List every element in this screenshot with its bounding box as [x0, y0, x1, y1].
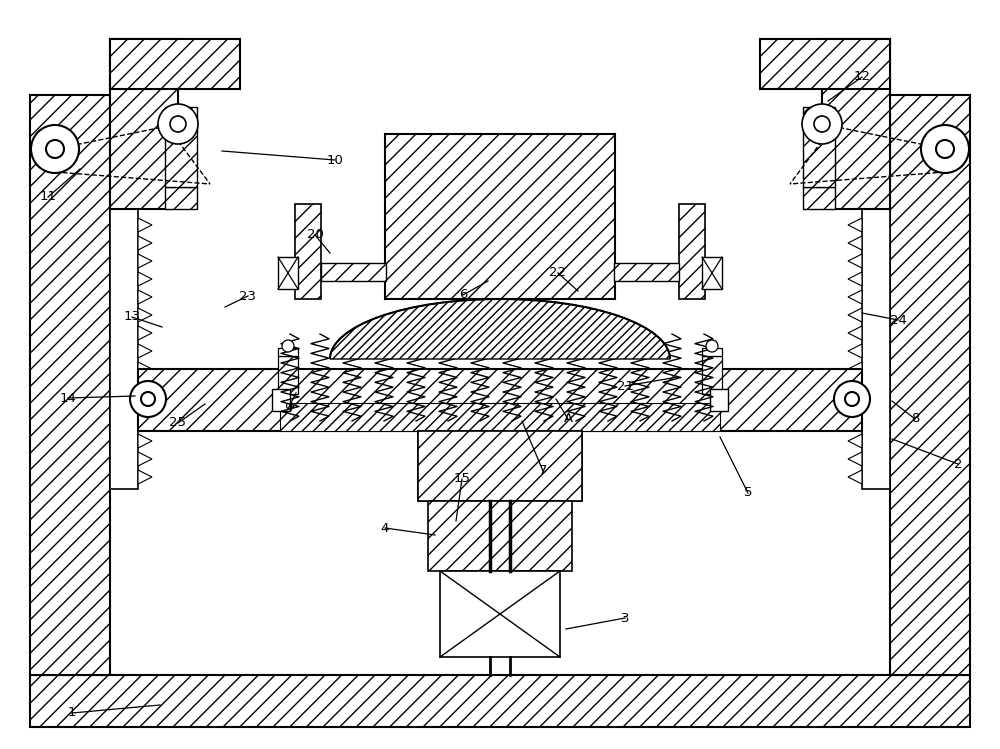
Polygon shape: [138, 452, 152, 466]
Circle shape: [802, 104, 842, 144]
Polygon shape: [848, 218, 862, 232]
Text: 5: 5: [744, 487, 752, 500]
Bar: [30, 95, 110, 675]
Polygon shape: [848, 362, 862, 376]
Text: 4: 4: [381, 521, 389, 535]
Bar: [710, 389, 728, 411]
Text: 23: 23: [240, 290, 256, 303]
Polygon shape: [848, 326, 862, 340]
Text: 22: 22: [550, 267, 566, 279]
Text: 3: 3: [621, 611, 629, 625]
Circle shape: [814, 116, 830, 132]
Bar: [165, 107, 197, 187]
Polygon shape: [848, 344, 862, 358]
Bar: [862, 199, 890, 489]
Polygon shape: [138, 416, 152, 430]
Polygon shape: [138, 362, 152, 376]
Circle shape: [46, 140, 64, 158]
Text: 25: 25: [170, 416, 186, 429]
Bar: [30, 675, 970, 727]
Text: 10: 10: [327, 154, 343, 166]
Circle shape: [936, 140, 954, 158]
Polygon shape: [138, 254, 152, 268]
Bar: [803, 107, 835, 187]
Polygon shape: [848, 236, 862, 250]
Bar: [440, 571, 560, 657]
Bar: [760, 39, 890, 89]
Bar: [165, 187, 197, 209]
Circle shape: [31, 125, 79, 173]
Bar: [890, 95, 970, 675]
Circle shape: [845, 392, 859, 406]
Circle shape: [158, 104, 198, 144]
Polygon shape: [848, 398, 862, 412]
Bar: [110, 199, 138, 489]
Text: 1: 1: [68, 706, 76, 720]
Bar: [295, 204, 321, 299]
Bar: [679, 204, 705, 299]
Bar: [110, 39, 178, 209]
Polygon shape: [138, 380, 152, 394]
Bar: [278, 257, 298, 289]
Text: 12: 12: [854, 70, 870, 83]
Text: 7: 7: [539, 464, 547, 478]
Bar: [278, 348, 298, 356]
Polygon shape: [848, 290, 862, 304]
Bar: [138, 369, 862, 431]
Circle shape: [130, 381, 166, 417]
Circle shape: [141, 392, 155, 406]
Polygon shape: [848, 416, 862, 430]
Bar: [822, 39, 890, 209]
Circle shape: [921, 125, 969, 173]
Text: 9: 9: [284, 402, 292, 416]
Text: 6: 6: [459, 288, 467, 302]
Circle shape: [170, 116, 186, 132]
Bar: [702, 356, 722, 394]
Circle shape: [282, 340, 294, 352]
Bar: [385, 134, 615, 299]
Text: 8: 8: [911, 413, 919, 425]
Text: 13: 13: [124, 311, 140, 324]
Polygon shape: [138, 398, 152, 412]
Text: 20: 20: [307, 228, 323, 241]
Circle shape: [834, 381, 870, 417]
Polygon shape: [138, 470, 152, 484]
Bar: [321, 263, 386, 281]
Text: 2: 2: [954, 458, 962, 470]
Bar: [272, 389, 290, 411]
Bar: [418, 431, 582, 501]
Polygon shape: [138, 218, 152, 232]
Bar: [702, 257, 722, 289]
Text: A: A: [563, 413, 573, 425]
Text: 14: 14: [60, 392, 76, 404]
Polygon shape: [138, 308, 152, 322]
Polygon shape: [138, 434, 152, 448]
Polygon shape: [138, 344, 152, 358]
Polygon shape: [848, 470, 862, 484]
Bar: [614, 263, 679, 281]
Text: 24: 24: [890, 314, 906, 327]
Polygon shape: [138, 290, 152, 304]
Text: 21: 21: [616, 380, 634, 392]
Polygon shape: [848, 308, 862, 322]
Circle shape: [706, 340, 718, 352]
Text: 11: 11: [40, 190, 56, 204]
Polygon shape: [848, 452, 862, 466]
Bar: [280, 403, 720, 431]
Bar: [278, 356, 298, 394]
Polygon shape: [848, 272, 862, 286]
Text: 15: 15: [454, 473, 471, 485]
Bar: [110, 39, 240, 89]
Polygon shape: [138, 236, 152, 250]
Polygon shape: [138, 272, 152, 286]
Polygon shape: [848, 254, 862, 268]
Polygon shape: [848, 380, 862, 394]
Bar: [702, 348, 722, 356]
Polygon shape: [330, 299, 670, 359]
Bar: [428, 501, 572, 571]
Bar: [418, 431, 582, 501]
Polygon shape: [138, 326, 152, 340]
Polygon shape: [848, 434, 862, 448]
Bar: [803, 187, 835, 209]
